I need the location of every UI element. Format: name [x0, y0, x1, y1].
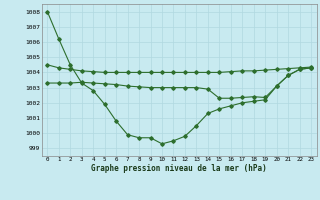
X-axis label: Graphe pression niveau de la mer (hPa): Graphe pression niveau de la mer (hPa): [91, 164, 267, 173]
